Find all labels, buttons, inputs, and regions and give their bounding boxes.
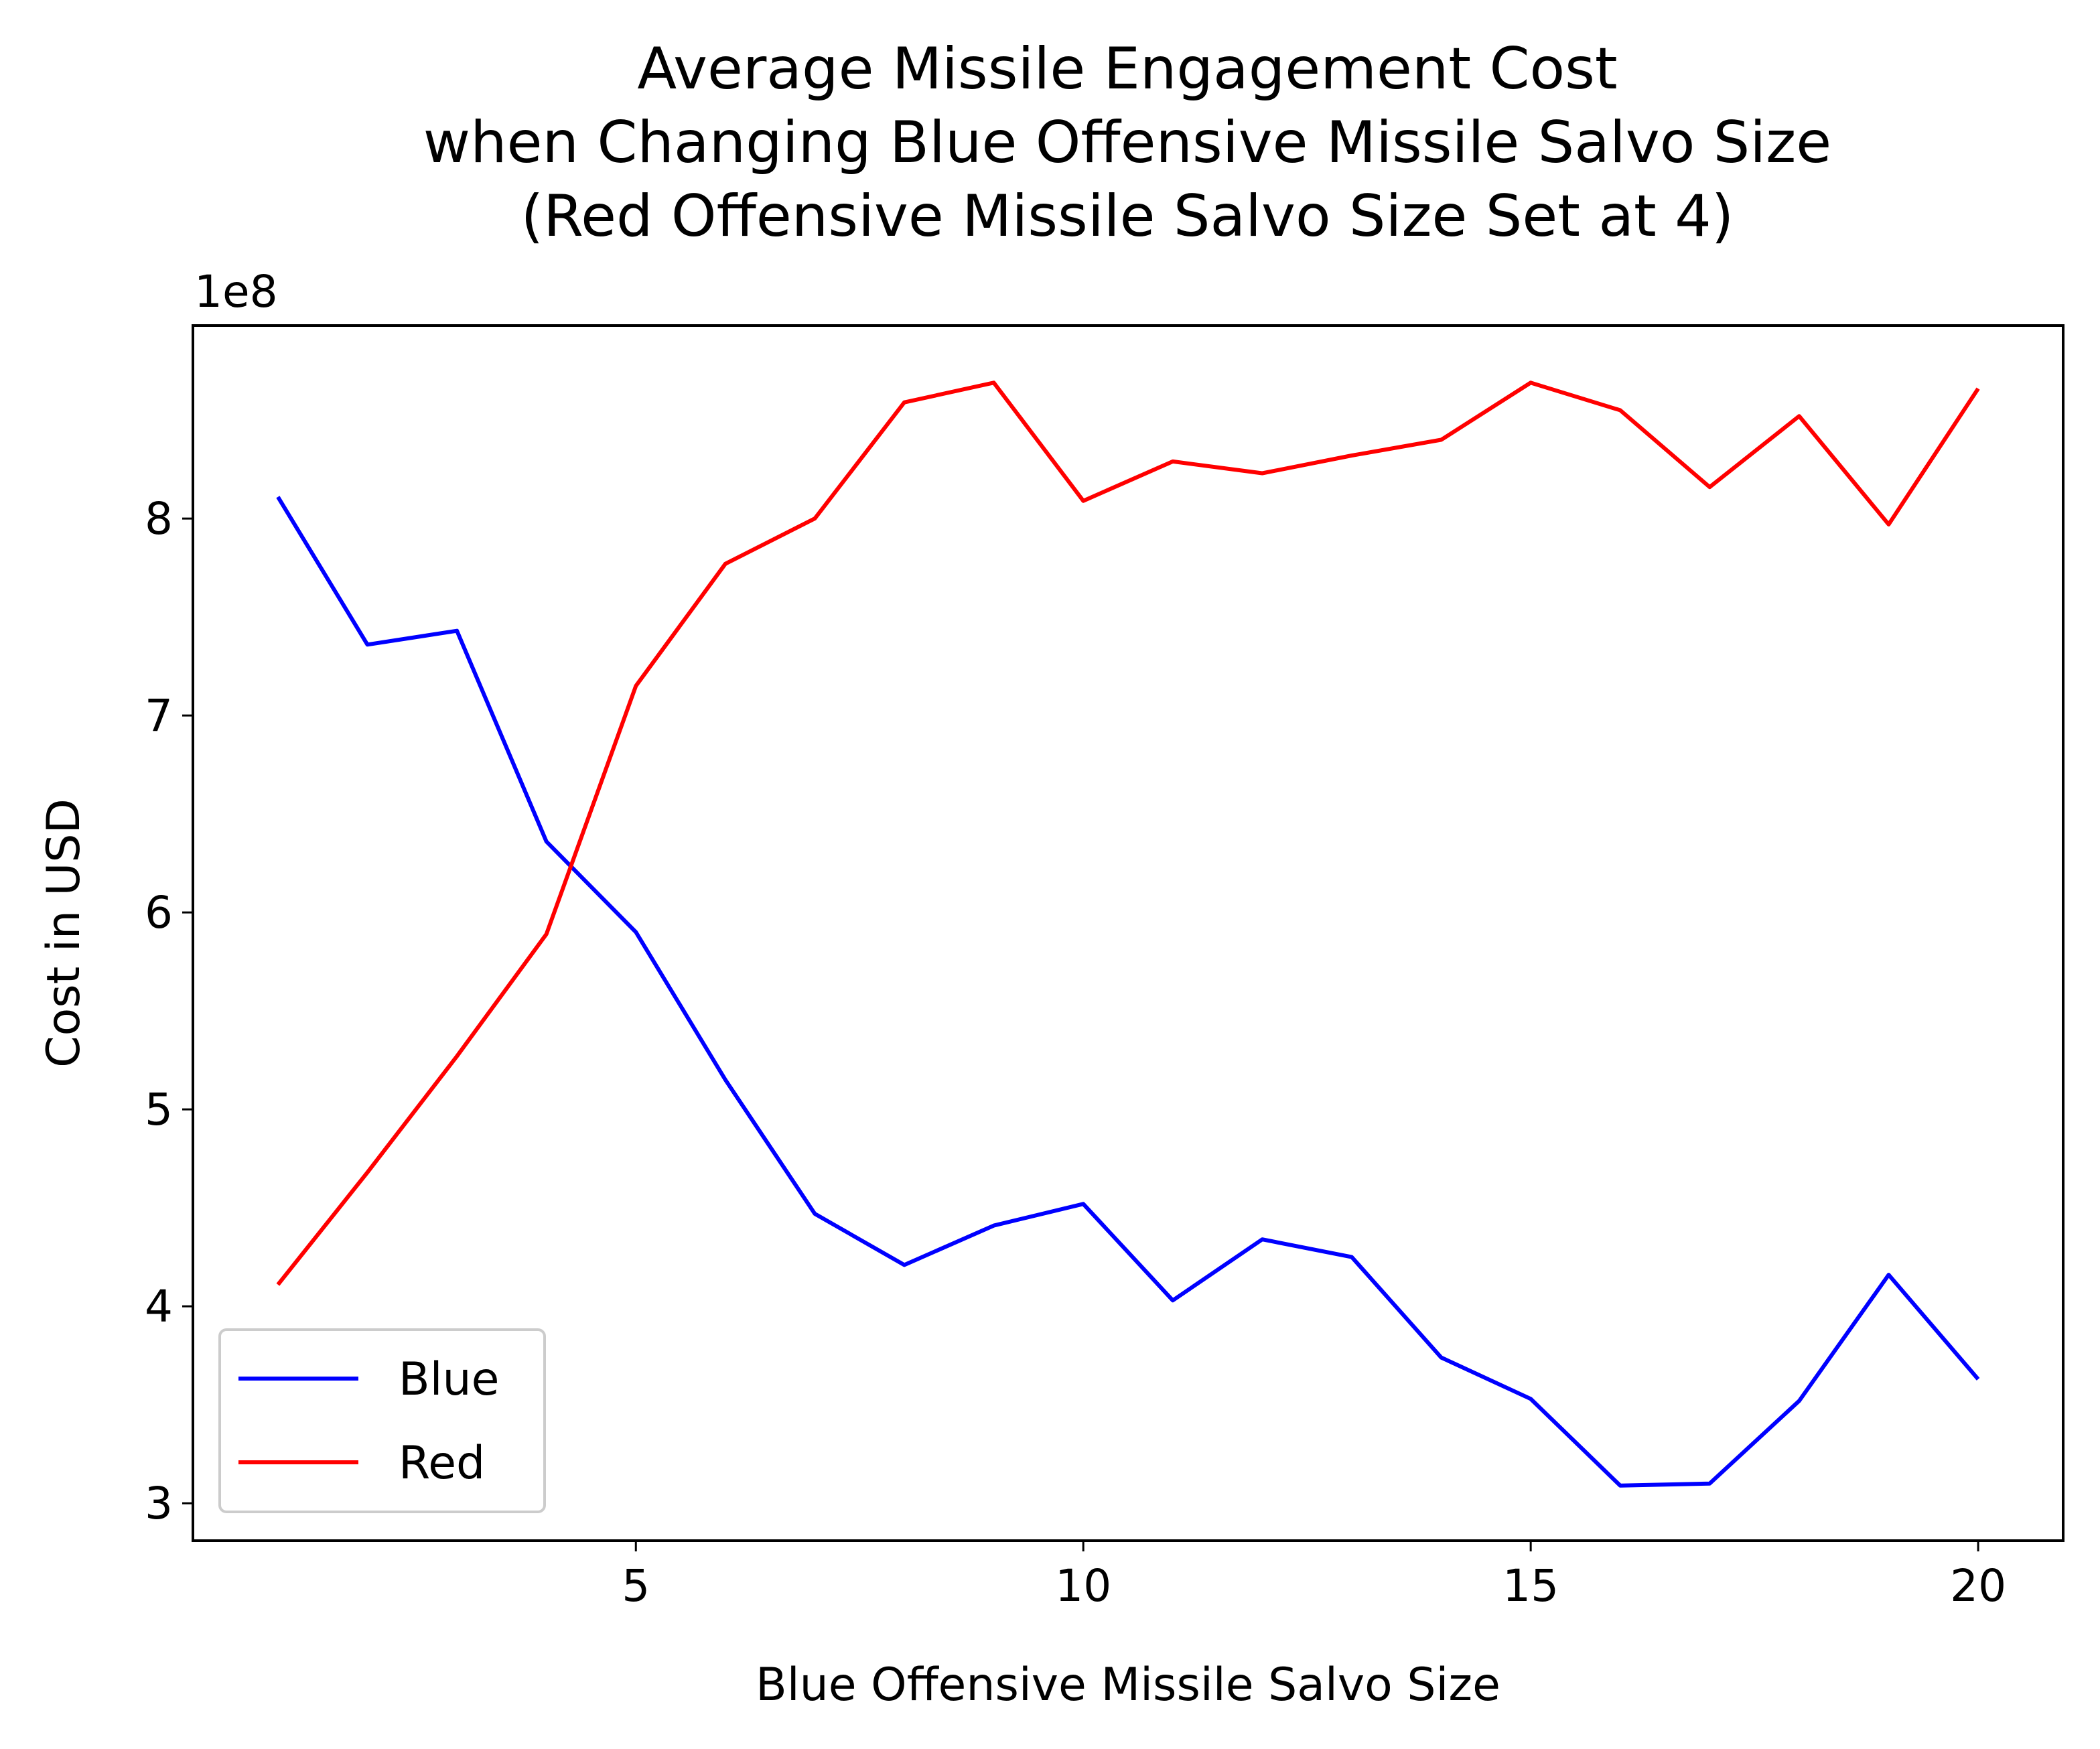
chart-title-line: (Red Offensive Missile Salvo Size Set at… bbox=[521, 183, 1734, 250]
legend-label: Blue bbox=[399, 1353, 499, 1406]
y-axis-label: Cost in USD bbox=[38, 798, 90, 1068]
y-tick-label: 5 bbox=[145, 1084, 173, 1135]
legend-label: Red bbox=[399, 1437, 485, 1490]
series-line-blue bbox=[276, 496, 1980, 1488]
legend: Blue Red bbox=[218, 1328, 546, 1513]
chart-title-line: Average Missile Engagement Cost bbox=[637, 36, 1617, 102]
y-tick-label: 4 bbox=[145, 1281, 173, 1332]
series-line-red bbox=[276, 380, 1980, 1286]
x-tick-label: 5 bbox=[622, 1560, 650, 1612]
chart-title: Average Missile Engagement Cost when Chan… bbox=[423, 36, 1831, 250]
x-tick-label: 20 bbox=[1950, 1560, 2006, 1612]
x-tick-label: 10 bbox=[1055, 1560, 1111, 1612]
y-tick-label: 6 bbox=[145, 887, 173, 938]
y-offset-label: 1e8 bbox=[194, 266, 278, 318]
plot-frame bbox=[192, 324, 2064, 1542]
y-tick-label: 7 bbox=[145, 690, 173, 742]
series-lines bbox=[276, 380, 1980, 1488]
y-tick-label: 3 bbox=[145, 1478, 173, 1529]
legend-box bbox=[218, 1328, 546, 1513]
x-tick-label: 15 bbox=[1502, 1560, 1559, 1612]
y-tick-label: 8 bbox=[145, 493, 173, 545]
axis-ticks: 5 10 15 20 3 4 5 6 7 8 bbox=[145, 493, 2006, 1612]
x-axis-label: Blue Offensive Missile Salvo Size bbox=[756, 1659, 1500, 1711]
chart-title-line: when Changing Blue Offensive Missile Sal… bbox=[423, 109, 1831, 176]
